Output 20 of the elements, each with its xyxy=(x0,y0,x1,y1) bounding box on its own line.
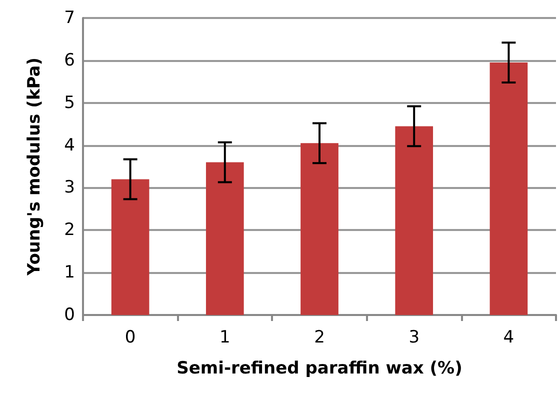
y-tick-label: 6 xyxy=(64,50,75,70)
x-tick-label: 4 xyxy=(503,328,514,348)
y-tick-label: 0 xyxy=(64,305,75,325)
bar xyxy=(206,162,244,315)
y-tick-label: 7 xyxy=(64,8,75,28)
x-tick-label: 0 xyxy=(124,328,136,348)
bar xyxy=(111,179,150,315)
y-tick-label: 5 xyxy=(64,92,75,113)
y-tick-label: 1 xyxy=(64,262,75,283)
y-tick-label: 2 xyxy=(64,220,75,240)
x-tick-label: 3 xyxy=(408,328,420,348)
bar xyxy=(300,143,338,315)
y-tick-label: 4 xyxy=(64,135,75,156)
x-tick-label: 1 xyxy=(219,328,230,348)
x-tick-label: 2 xyxy=(314,328,325,348)
bar xyxy=(490,62,528,315)
y-axis-title: Young's modulus (kPa) xyxy=(24,58,44,276)
y-tick-label: 3 xyxy=(64,178,75,198)
x-axis-title: Semi-refined paraffin wax (%) xyxy=(176,358,462,378)
bar xyxy=(395,126,434,315)
